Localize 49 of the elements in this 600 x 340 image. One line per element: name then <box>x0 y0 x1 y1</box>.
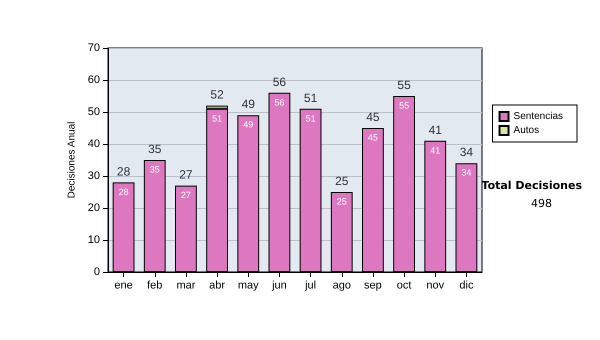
text: 498 <box>531 197 552 210</box>
x-tick-label: mar <box>176 280 196 292</box>
total-label: 25 <box>335 174 349 188</box>
total-label: 41 <box>428 122 442 137</box>
total-label: 34 <box>460 145 474 160</box>
data-label: 45 <box>368 132 378 142</box>
data-label: 27 <box>180 190 191 200</box>
total-label: 27 <box>179 168 193 182</box>
total-label: 52 <box>210 88 224 102</box>
legend-label: Autos <box>514 125 540 136</box>
y-tick-label: 50 <box>88 106 100 118</box>
data-label: 35 <box>150 164 160 174</box>
total-label: 55 <box>397 78 412 92</box>
x-tick-label: jun <box>271 280 287 292</box>
x-tick-label: dic <box>459 280 474 292</box>
x-tick-label: sep <box>364 280 382 292</box>
data-label: 41 <box>430 145 440 156</box>
total-label: 49 <box>242 97 256 112</box>
total-label: 56 <box>272 74 286 89</box>
data-label: 25 <box>336 196 347 206</box>
annotation: Total Decisiones <box>482 179 582 192</box>
x-tick-label: jul <box>304 280 316 292</box>
y-tick-label: 10 <box>88 234 100 246</box>
data-label: 55 <box>399 100 410 110</box>
total-label: 45 <box>366 110 380 124</box>
x-tick-label: feb <box>147 280 162 292</box>
x-tick-label: oct <box>396 280 412 292</box>
x-tick-label: abr <box>209 280 226 292</box>
total-label: 51 <box>304 90 318 105</box>
data-label: 49 <box>243 120 254 130</box>
total-label: 28 <box>116 164 131 178</box>
y-tick-label: 20 <box>88 202 100 214</box>
y-axis-title: Decisiones Anual <box>66 122 78 198</box>
y-tick-label: 40 <box>88 138 100 150</box>
x-tick-label: nov <box>426 280 445 292</box>
y-tick-label: 70 <box>88 42 100 54</box>
y-tick-label: 30 <box>88 170 100 182</box>
legend-label: Sentencias <box>514 111 564 122</box>
data-label: 56 <box>274 97 284 108</box>
data-label: 51 <box>212 113 222 124</box>
y-tick-label: 0 <box>94 266 100 278</box>
data-label: 28 <box>118 186 129 197</box>
y-tick-label: 60 <box>88 74 100 86</box>
total-label: 35 <box>148 142 162 156</box>
data-label: 51 <box>306 113 316 124</box>
data-label: 34 <box>461 168 472 178</box>
x-tick-label: may <box>238 280 260 292</box>
x-tick-label: ene <box>114 280 133 292</box>
x-tick-label: ago <box>332 280 351 292</box>
